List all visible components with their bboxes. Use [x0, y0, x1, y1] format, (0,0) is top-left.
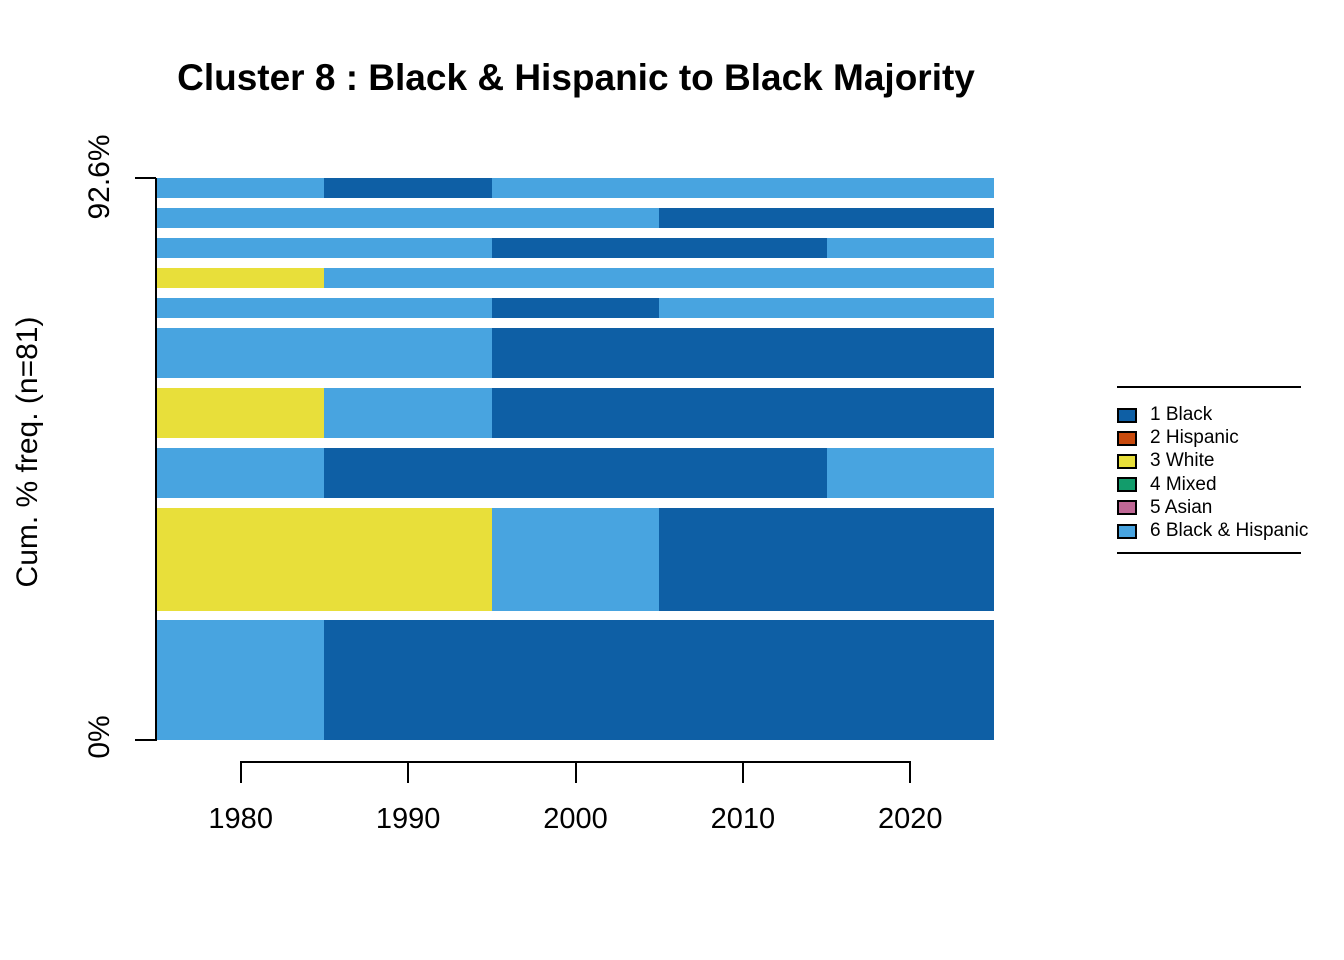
- sequence-segment-state-6: [157, 620, 325, 740]
- sequence-segment-state-3: [157, 387, 325, 439]
- y-tick-label-min: 0%: [83, 715, 116, 759]
- sequence-segment-state-1: [491, 387, 994, 439]
- legend-item: 3 White: [1117, 450, 1214, 472]
- y-axis-title: Cum. % freq. (n=81): [11, 316, 44, 588]
- y-axis-tick-bottom: [135, 739, 156, 741]
- legend-label: 4 Mixed: [1150, 473, 1217, 495]
- legend-label: 5 Asian: [1150, 496, 1213, 518]
- sequence-segment-state-6: [157, 207, 660, 229]
- sequence-segment-state-1: [491, 297, 660, 319]
- sequence-segment-state-3: [157, 507, 492, 611]
- sequence-segment-state-6: [157, 297, 492, 319]
- x-axis-tick: [239, 761, 242, 783]
- legend-box-bottom-border: [1117, 552, 1301, 554]
- legend-swatch-2: [1117, 430, 1137, 446]
- sequence-segment-state-6: [491, 507, 660, 611]
- legend-swatch-1: [1117, 407, 1137, 423]
- sequence-segment-state-1: [491, 237, 827, 259]
- legend-item: 5 Asian: [1117, 497, 1212, 519]
- chart-title: Cluster 8 : Black & Hispanic to Black Ma…: [177, 57, 975, 98]
- x-axis-tick: [741, 761, 744, 783]
- legend-swatch-5: [1117, 500, 1137, 516]
- legend-swatch-3: [1117, 453, 1137, 469]
- x-axis-tick: [407, 761, 410, 783]
- legend-item: 4 Mixed: [1117, 474, 1217, 496]
- sequence-segment-state-6: [157, 327, 492, 379]
- sequence-segment-state-6: [324, 387, 492, 439]
- x-tick-label: 1980: [208, 803, 273, 835]
- sequence-segment-state-3: [157, 267, 325, 289]
- sequence-segment-state-1: [324, 620, 994, 740]
- y-axis-tick-top: [135, 177, 156, 179]
- x-tick-label: 2020: [878, 803, 943, 835]
- sequence-segment-state-1: [324, 447, 827, 499]
- sequence-segment-state-6: [157, 447, 325, 499]
- sequence-segment-state-6: [826, 447, 994, 499]
- legend-box: 1 Black 2 Hispanic 3 White 4 Mixed 5 Asian 6 …: [1117, 386, 1344, 556]
- legend-item: 1 Black: [1117, 404, 1212, 426]
- legend-label: 1 Black: [1150, 404, 1213, 425]
- legend-swatch-4: [1117, 477, 1137, 493]
- sequence-segment-state-1: [324, 178, 492, 199]
- x-tick-label: 2000: [543, 803, 608, 835]
- x-tick-label: 2010: [710, 803, 776, 835]
- x-tick-label: 1990: [375, 803, 441, 835]
- sequence-segment-state-6: [324, 267, 994, 289]
- sequence-segment-state-1: [659, 507, 994, 611]
- legend-box-top-border: [1117, 386, 1301, 388]
- legend-swatch-6: [1117, 523, 1137, 539]
- x-axis-tick: [574, 761, 577, 783]
- legend-label: 2 Hispanic: [1150, 427, 1239, 449]
- x-axis-tick: [909, 761, 912, 783]
- legend-label: 6 Black & Hispanic: [1150, 520, 1308, 541]
- legend-label: 3 White: [1150, 450, 1215, 472]
- legend-item: 6 Black & Hispanic: [1117, 520, 1308, 542]
- sequence-segment-state-6: [157, 237, 492, 259]
- y-axis-line: [155, 178, 157, 741]
- sequence-segment-state-6: [659, 297, 994, 319]
- legend-item: 2 Hispanic: [1117, 427, 1239, 449]
- y-tick-label-max: 92.6%: [83, 134, 116, 220]
- sequence-segment-state-1: [659, 207, 994, 229]
- sequence-segment-state-6: [826, 237, 994, 259]
- sequence-segment-state-6: [491, 178, 994, 199]
- sequence-segment-state-6: [157, 178, 325, 199]
- sequence-segment-state-1: [491, 327, 994, 379]
